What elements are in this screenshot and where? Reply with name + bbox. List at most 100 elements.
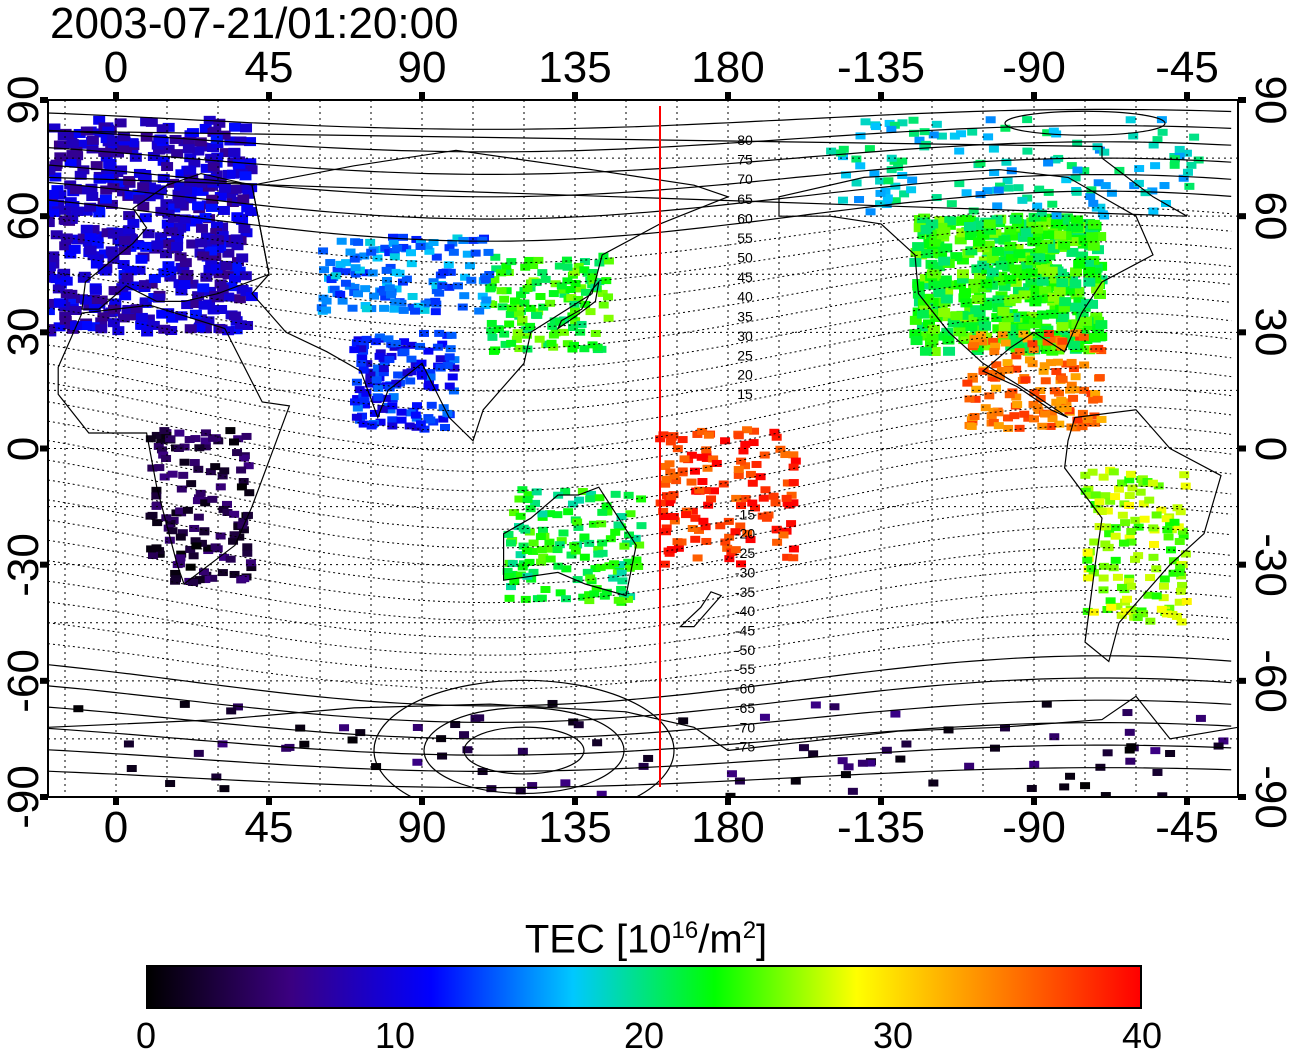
- tec-cell: [617, 577, 628, 585]
- tec-cell: [162, 308, 175, 318]
- tec-cell: [1110, 524, 1121, 532]
- tec-cell: [997, 306, 1010, 316]
- tec-cell: [1072, 416, 1083, 424]
- tec-cell: [431, 281, 442, 289]
- tec-cell: [123, 211, 136, 221]
- tec-cell: [969, 335, 980, 343]
- tec-cell: [193, 465, 204, 473]
- tec-cell: [1086, 186, 1097, 194]
- tec-cell: [206, 194, 219, 204]
- contour-line: [48, 424, 1232, 511]
- top-tick-mark: [113, 92, 119, 100]
- tec-cell: [1026, 311, 1039, 321]
- tec-cell: [425, 373, 436, 381]
- tec-cell: [561, 565, 572, 573]
- tec-cell: [599, 592, 610, 600]
- tec-cell: [165, 780, 176, 788]
- tec-cell: [1056, 343, 1067, 351]
- tec-cell: [1049, 733, 1060, 741]
- tec-cell: [64, 157, 77, 167]
- contour-label: 75: [737, 152, 753, 168]
- tec-cell: [883, 177, 894, 185]
- tec-cell: [554, 262, 565, 270]
- tec-cell: [412, 723, 423, 731]
- tec-cell: [592, 343, 603, 351]
- tec-cell: [586, 490, 597, 498]
- tec-cell: [886, 154, 897, 162]
- tec-cell: [378, 369, 389, 377]
- tec-cell: [857, 759, 868, 767]
- tec-cell: [514, 310, 525, 318]
- tec-cell: [565, 285, 576, 293]
- tec-cell: [788, 545, 799, 553]
- tec-cell: [736, 560, 747, 568]
- tec-cell: [986, 267, 999, 277]
- tec-cell: [1037, 422, 1048, 430]
- tec-cell: [184, 324, 197, 334]
- tec-cell: [609, 560, 620, 568]
- tec-cell: [236, 466, 247, 474]
- tec-cell: [690, 535, 701, 543]
- tec-cell: [1011, 393, 1022, 401]
- tec-cell: [194, 137, 207, 147]
- tec-cell: [1059, 783, 1070, 791]
- tec-cell: [1100, 492, 1111, 500]
- tec-cell: [1178, 174, 1189, 182]
- tec-cell: [219, 785, 230, 793]
- tec-cell: [321, 297, 332, 305]
- tec-cell: [175, 507, 186, 515]
- tec-cell: [352, 404, 363, 412]
- tec-cell: [865, 208, 876, 216]
- tec-cell: [170, 569, 181, 577]
- tec-cell: [1047, 415, 1058, 423]
- tec-cell: [349, 283, 360, 291]
- tec-cell: [459, 292, 470, 300]
- tec-cell: [1018, 330, 1029, 338]
- tec-cell: [239, 575, 250, 583]
- tec-cell: [514, 304, 525, 312]
- tec-cell: [677, 436, 688, 444]
- tec-cell: [350, 398, 361, 406]
- tec-cell: [107, 318, 120, 328]
- tec-cell: [968, 284, 981, 294]
- tec-cell: [926, 332, 939, 342]
- tec-cell: [556, 537, 567, 545]
- tec-cell: [174, 429, 185, 437]
- tec-cell: [138, 190, 151, 200]
- contour-line: [48, 367, 1232, 453]
- tec-cell: [151, 240, 164, 250]
- tec-cell: [1173, 523, 1184, 531]
- tec-cell: [968, 341, 979, 349]
- tec-cell: [1077, 409, 1088, 417]
- tec-cell: [326, 276, 337, 284]
- tec-cell: [1085, 193, 1096, 201]
- right-tick-mark: [1238, 561, 1246, 568]
- tec-cell: [246, 564, 257, 572]
- tec-cell: [1095, 320, 1108, 330]
- tec-cell: [244, 489, 255, 497]
- tec-cell: [1051, 367, 1062, 375]
- tec-cell: [449, 364, 460, 372]
- tec-cell: [505, 310, 516, 318]
- tec-cell: [932, 262, 945, 272]
- tec-cell: [88, 303, 101, 313]
- tec-cell: [161, 514, 172, 522]
- tec-cell: [332, 266, 343, 274]
- top-tick-mark: [725, 92, 731, 100]
- tec-cell: [229, 122, 242, 132]
- tec-cell: [665, 438, 676, 446]
- tec-cell: [631, 556, 642, 564]
- tec-cell: [1114, 166, 1125, 174]
- tec-cell: [156, 309, 169, 319]
- tec-cell: [940, 294, 953, 304]
- tec-cell: [210, 134, 223, 144]
- tec-cell: [93, 115, 106, 125]
- tec-cell: [227, 169, 240, 179]
- tec-cell: [643, 754, 654, 762]
- tec-cell: [1058, 302, 1071, 312]
- tec-cell: [468, 236, 479, 244]
- tec-cell: [210, 228, 223, 238]
- tec-cell: [127, 218, 140, 228]
- tec-cell: [99, 266, 112, 276]
